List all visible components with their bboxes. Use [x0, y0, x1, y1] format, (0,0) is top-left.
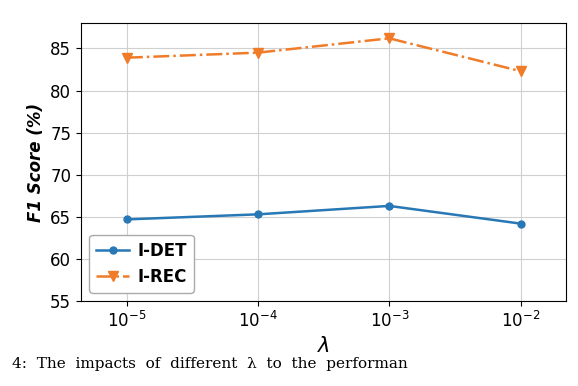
I-DET: [517, 221, 524, 226]
X-axis label: $\lambda$: $\lambda$: [317, 337, 330, 356]
I-DET: [386, 203, 393, 208]
I-REC: [254, 50, 261, 55]
I-DET: [254, 212, 261, 217]
Y-axis label: F1 Score (%): F1 Score (%): [27, 103, 45, 222]
I-REC: [386, 36, 393, 41]
Legend: I-DET, I-REC: I-DET, I-REC: [89, 235, 194, 293]
I-REC: [123, 55, 130, 60]
Line: I-DET: I-DET: [123, 202, 524, 227]
Line: I-REC: I-REC: [122, 34, 525, 76]
I-REC: [517, 69, 524, 73]
Text: 4:  The  impacts  of  different  λ  to  the  performan: 4: The impacts of different λ to the per…: [12, 357, 407, 371]
I-DET: [123, 217, 130, 222]
